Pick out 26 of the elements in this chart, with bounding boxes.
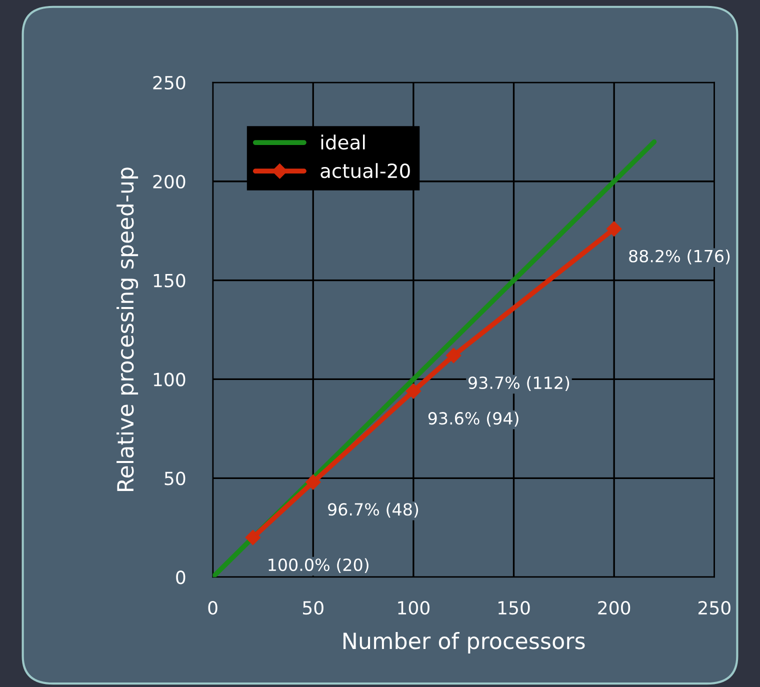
x-tick-label: 50: [303, 601, 324, 615]
point: [606, 221, 622, 236]
point: [245, 530, 260, 546]
x-tick-label: 0: [208, 601, 218, 615]
y-tick-label: 250: [153, 76, 186, 90]
annotation: 93.6% (94): [428, 412, 518, 427]
y-tick-label: 200: [153, 174, 186, 188]
point: [446, 348, 462, 364]
x-tick-label: 200: [598, 601, 630, 615]
legend-label: ideal: [321, 134, 365, 150]
legend-label: actual-20: [320, 163, 410, 178]
y-tick-label: 100: [154, 372, 186, 386]
y-tick-label: 50: [164, 472, 186, 486]
y-axis-title: Relative processing speed-up: [116, 168, 138, 491]
x-tick-label: 150: [498, 601, 530, 615]
y-tick-label: 150: [154, 274, 186, 288]
point: [306, 474, 321, 490]
x-axis-title: Number of processors: [344, 632, 585, 654]
point: [406, 384, 422, 399]
x-tick-label: 100: [398, 601, 430, 615]
annotation: 96.7% (48): [328, 502, 418, 518]
y-tick-label: 0: [176, 570, 186, 584]
annotation: 100.0% (20): [268, 558, 368, 574]
annotation: 88.2% (176): [629, 250, 730, 264]
x-tick-label: 250: [698, 601, 730, 615]
annotation: 93.7% (112): [468, 376, 570, 392]
